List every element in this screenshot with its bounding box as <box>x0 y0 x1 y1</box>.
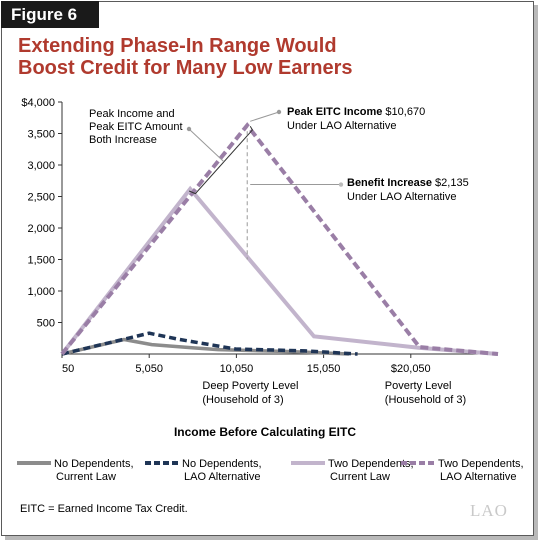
y-tick-label-6: 3,500 <box>27 129 55 141</box>
deep-poverty-label-1: Deep Poverty Level <box>202 380 298 392</box>
benefit-dot <box>338 182 344 187</box>
legend-label-two_dep_alt-2: LAO Alternative <box>440 471 516 483</box>
legend-label-two_dep-1: Two Dependents, <box>328 458 414 470</box>
legend-label-no_dep-2: Current Law <box>56 471 116 483</box>
peak-eitc-leader <box>250 111 280 122</box>
poverty-label-1: Poverty Level <box>385 380 452 392</box>
series-line-two_dep <box>60 185 499 356</box>
y-tick-label-7: $4,000 <box>21 97 55 109</box>
poverty-label-2: (Household of 3) <box>385 394 466 406</box>
y-tick-label-5: 3,000 <box>27 160 55 172</box>
y-tick-label-1: 1,000 <box>27 286 55 298</box>
y-tick-label-0: 500 <box>37 318 55 330</box>
x-tick-label-1: 5,050 <box>135 363 163 375</box>
y-tick-label-3: 2,000 <box>27 223 55 235</box>
x-axis-title: Income Before Calculating EITC <box>174 425 356 439</box>
x-tick-label-0: 50 <box>62 363 74 375</box>
legend-label-no_dep-1: No Dependents, <box>54 458 134 470</box>
peak-eitc-dot <box>276 109 282 115</box>
peak-eitc-text-2: Under LAO Alternative <box>287 120 396 132</box>
deep-poverty-label-2: (Household of 3) <box>202 394 283 406</box>
legend-label-no_dep_alt-2: LAO Alternative <box>184 471 260 483</box>
series-line-two_dep_alt <box>60 122 499 356</box>
chart-title-line-2: Boost Credit for Many Low Earners <box>18 57 353 79</box>
legend-label-two_dep_alt-1: Two Dependents, <box>438 458 524 470</box>
peak-both-text-3: Both Increase <box>89 134 157 146</box>
chart-title-line-1: Extending Phase-In Range Would <box>18 35 337 57</box>
peak-eitc-text-1: Peak EITC Income $10,670 <box>287 106 425 118</box>
peak-both-dot <box>186 126 192 132</box>
lao-logo: LAO <box>470 501 508 520</box>
figure-label: Figure 6 <box>1 1 99 28</box>
peak-both-text-1: Peak Income and <box>89 108 175 120</box>
legend-label-two_dep-2: Current Law <box>330 471 390 483</box>
benefit-text-1: Benefit Increase $2,135 <box>347 177 469 189</box>
chart-title: Extending Phase-In Range Would Boost Cre… <box>18 35 518 79</box>
x-tick-label-3: 15,050 <box>307 363 341 375</box>
peak-both-text-2: Peak EITC Amount <box>89 121 183 133</box>
benefit-text-2: Under LAO Alternative <box>347 191 456 203</box>
peak-both-leader <box>188 128 225 163</box>
series-line-no_dep <box>61 337 349 356</box>
series-line-no_dep_alt <box>61 331 358 356</box>
figure-frame <box>1 1 534 536</box>
y-tick-label-4: 2,500 <box>27 192 55 204</box>
x-tick-label-2: 10,050 <box>220 363 254 375</box>
footnote: EITC = Earned Income Tax Credit. <box>20 503 188 515</box>
y-tick-label-2: 1,500 <box>27 255 55 267</box>
x-tick-label-4: $20,050 <box>391 363 431 375</box>
legend-label-no_dep_alt-1: No Dependents, <box>182 458 262 470</box>
